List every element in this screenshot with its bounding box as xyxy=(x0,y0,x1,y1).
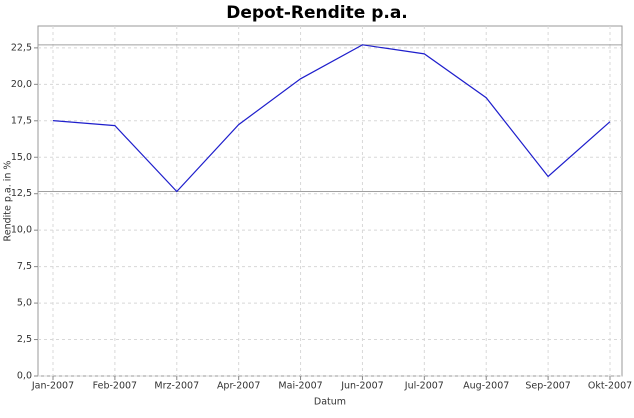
x-tick-label: Apr-2007 xyxy=(217,381,260,392)
y-tick-label: 17,5 xyxy=(11,115,32,126)
y-axis-label: Rendite p.a. in % xyxy=(3,161,14,242)
x-tick-label: Mai-2007 xyxy=(278,381,322,392)
x-axis-label: Datum xyxy=(314,397,346,408)
y-tick-label: 10,0 xyxy=(11,225,32,236)
y-tick-label: 20,0 xyxy=(11,79,32,90)
y-tick-label: 0,0 xyxy=(17,371,32,382)
y-tick-label: 5,0 xyxy=(17,298,32,309)
chart-title: Depot-Rendite p.a. xyxy=(226,3,408,23)
y-tick-label: 12,5 xyxy=(11,188,32,199)
x-tick-label: Aug-2007 xyxy=(463,381,509,392)
y-tick-label: 22,5 xyxy=(11,42,32,53)
x-tick-label: Jan-2007 xyxy=(31,381,74,392)
y-tick-label: 7,5 xyxy=(17,261,32,272)
plot-frame xyxy=(37,25,623,377)
x-tick-label: Sep-2007 xyxy=(525,381,571,392)
y-tick-label: 15,0 xyxy=(11,152,32,163)
data-line xyxy=(52,44,611,193)
x-tick-label: Jul-2007 xyxy=(404,381,444,392)
y-tick-label: 2,5 xyxy=(17,334,32,345)
x-tick-label: Mrz-2007 xyxy=(154,381,199,392)
x-tick-label: Feb-2007 xyxy=(93,381,137,392)
x-tick-label: Jun-2007 xyxy=(340,381,383,392)
x-tick-label: Okt-2007 xyxy=(588,381,632,392)
